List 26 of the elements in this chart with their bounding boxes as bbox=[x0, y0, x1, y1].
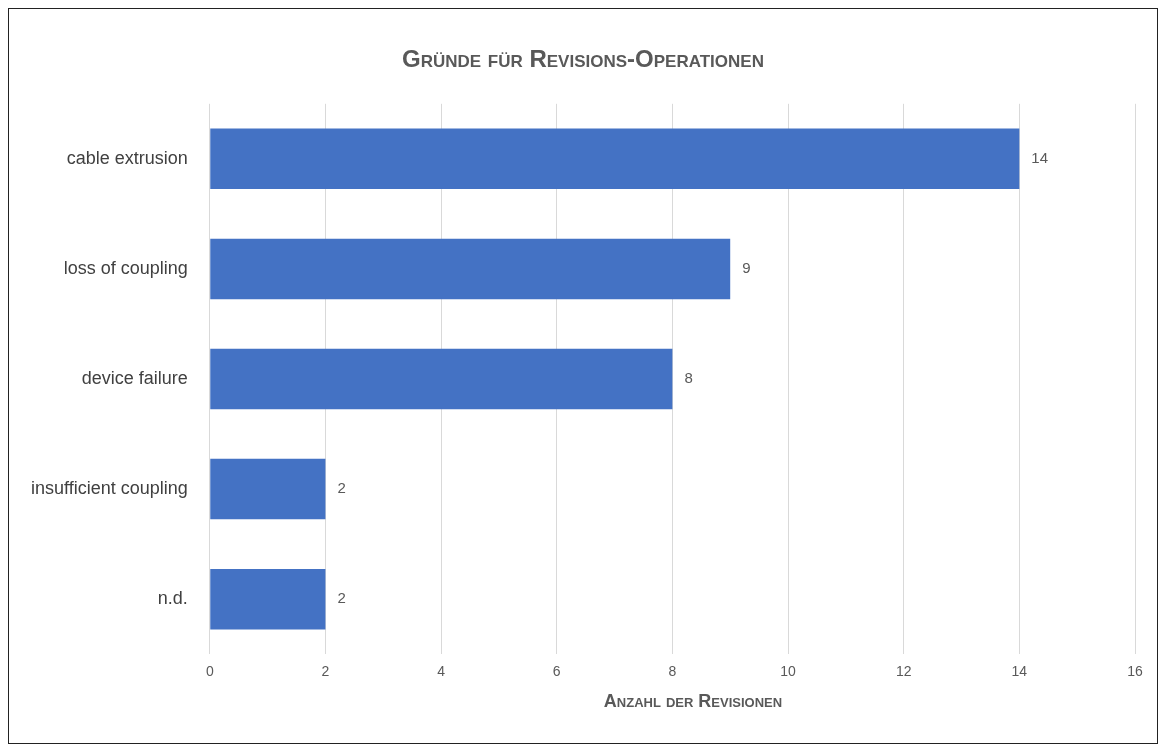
data-label: 14 bbox=[1031, 148, 1049, 166]
y-tick-label: loss of coupling bbox=[63, 257, 188, 278]
data-label: 2 bbox=[337, 589, 346, 607]
x-tick-label: 8 bbox=[668, 663, 677, 680]
x-tick-label: 10 bbox=[780, 663, 797, 680]
x-axis-title: Anzahl der Revisionen bbox=[602, 691, 784, 712]
x-tick-label: 16 bbox=[1127, 663, 1143, 680]
x-tick-label: 14 bbox=[1011, 663, 1028, 680]
y-tick-label: device failure bbox=[81, 367, 188, 388]
data-label: 9 bbox=[742, 259, 751, 277]
y-tick-label: cable extrusion bbox=[66, 147, 188, 168]
data-label: 2 bbox=[337, 479, 346, 497]
x-tick-label: 12 bbox=[895, 663, 912, 680]
data-label: 8 bbox=[684, 369, 693, 387]
bar bbox=[210, 238, 731, 300]
bar bbox=[210, 348, 673, 410]
y-tick-label: insufficient coupling bbox=[30, 478, 188, 499]
y-tick-label: n.d. bbox=[157, 588, 188, 609]
x-tick-label: 6 bbox=[552, 663, 561, 680]
bar bbox=[210, 568, 326, 630]
bar bbox=[210, 128, 1020, 190]
x-tick-label: 4 bbox=[437, 663, 446, 680]
chart-title: Gründe für Revisions-Operationen bbox=[401, 44, 765, 72]
bar bbox=[210, 458, 326, 520]
x-tick-label: 2 bbox=[321, 663, 330, 680]
x-tick-label: 0 bbox=[205, 663, 214, 680]
